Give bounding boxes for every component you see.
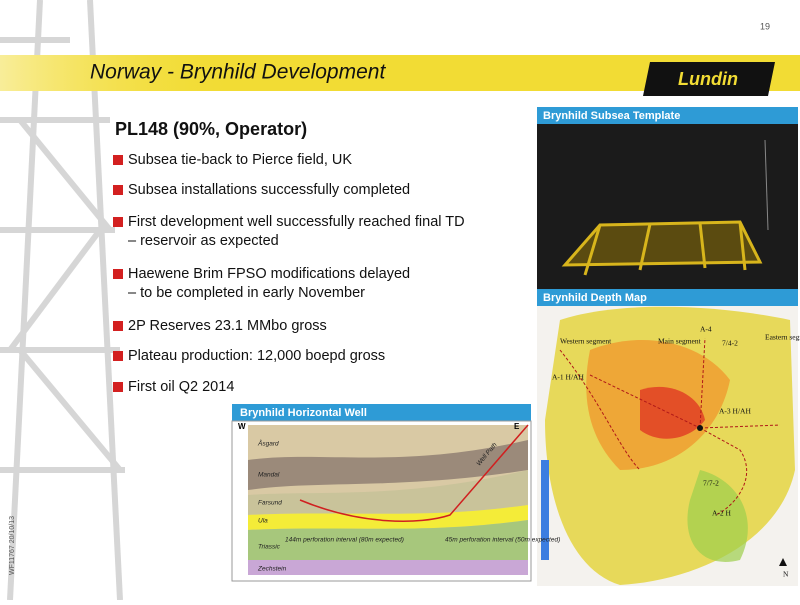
map-label: 7/4-2 <box>722 339 738 348</box>
bullet-icon <box>113 185 123 195</box>
map-label: Main segment <box>658 337 702 346</box>
section-label: 144m perforation interval (80m expected) <box>285 537 404 544</box>
bullet-icon <box>113 351 123 361</box>
bullet-text: 2P Reserves 23.1 MMbo gross <box>128 318 327 334</box>
panel-title: Brynhild Horizontal Well <box>240 407 367 419</box>
section-label: Zechstein <box>257 566 287 573</box>
map-label: A-3 H/AH <box>719 407 751 416</box>
map-low <box>687 470 748 562</box>
section-label: Åsgard <box>257 439 279 448</box>
riser <box>764 139 769 231</box>
panel-bar <box>537 289 798 306</box>
bullet-text: – reservoir as expected <box>128 233 279 249</box>
map-label: A-1 H/AH <box>552 373 584 382</box>
section-label: Triassic <box>258 544 281 551</box>
logo-box <box>643 62 775 96</box>
well-center <box>697 425 703 431</box>
section-layers <box>248 424 529 575</box>
page-number: 19 <box>760 21 770 31</box>
heading: PL148 (90%, Operator) <box>115 119 307 139</box>
bullet-icon <box>113 217 123 227</box>
north-arrow <box>779 558 787 566</box>
rig-silhouette <box>0 0 125 601</box>
panel-title: Brynhild Subsea Template <box>543 110 680 122</box>
panel-bar <box>232 404 531 421</box>
bullet-list: Subsea tie-back to Pierce field, UK Subse… <box>113 152 465 395</box>
side-code: WF11767 20/10/13 <box>9 516 16 575</box>
section-label: Mandal <box>258 472 280 479</box>
map-label: N <box>783 570 789 579</box>
bullet-text: First development well successfully reac… <box>128 214 465 230</box>
panel-bar <box>537 107 798 124</box>
bullet-icon <box>113 155 123 165</box>
map-scale <box>541 460 549 560</box>
bullet-icon <box>113 382 123 392</box>
bullet-icon <box>113 321 123 331</box>
section-label: Farsund <box>258 500 282 507</box>
bullet-text: Haewene Brim FPSO modifications delayed <box>128 266 410 282</box>
section-label: W <box>238 422 246 431</box>
map-crest <box>640 386 705 439</box>
bullet-text: Subsea tie-back to Pierce field, UK <box>128 152 352 168</box>
panel-title: Brynhild Depth Map <box>543 292 647 304</box>
bullet-icon <box>113 269 123 279</box>
section-label: 45m perforation interval (50m expected) <box>445 537 560 544</box>
section-label: Ula <box>258 518 268 525</box>
logo: Lundin <box>678 69 738 89</box>
bullet-text: Subsea installations successfully comple… <box>128 182 410 198</box>
template-structure <box>561 220 763 276</box>
bullet-text: First oil Q2 2014 <box>128 379 234 395</box>
map-label: A-4 <box>700 325 712 334</box>
map-label: A-2 H <box>712 509 732 518</box>
map-label: Eastern segment <box>765 333 800 342</box>
well-paths <box>559 337 781 516</box>
bullet-text: Plateau production: 12,000 boepd gross <box>128 348 385 364</box>
slide-title: Norway - Brynhild Development <box>90 61 386 84</box>
map-label: 7/7-2 <box>703 479 719 488</box>
bullet-text: – to be completed in early November <box>128 285 365 301</box>
map-label: Western segment <box>560 337 612 346</box>
section-label: E <box>514 422 520 431</box>
